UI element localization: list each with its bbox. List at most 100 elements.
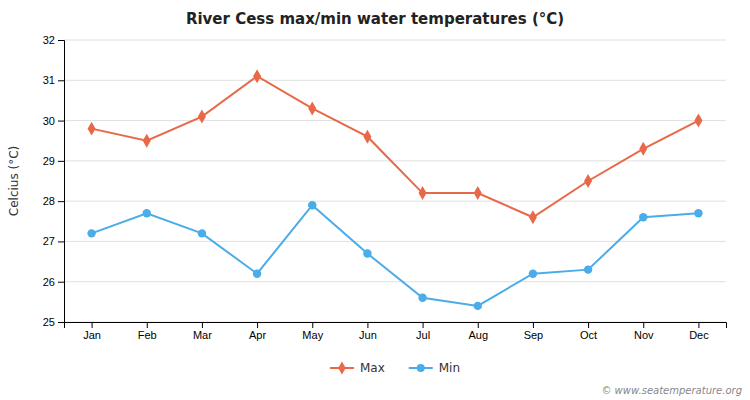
series-point bbox=[87, 229, 95, 237]
y-tick: 27 bbox=[43, 235, 64, 247]
grid-line bbox=[64, 80, 726, 81]
chart-container: River Cess max/min water temperatures (°… bbox=[0, 0, 750, 400]
x-tick: Jan bbox=[83, 322, 101, 341]
legend: Max Min bbox=[330, 361, 460, 375]
legend-marker bbox=[338, 361, 346, 374]
series-point bbox=[584, 174, 592, 188]
x-tick-label: Aug bbox=[468, 329, 488, 341]
grid-line bbox=[64, 40, 726, 41]
x-tick-label: May bbox=[302, 329, 323, 341]
x-tick: Mar bbox=[193, 322, 212, 341]
x-tick-label: Oct bbox=[580, 329, 597, 341]
x-tick-mark bbox=[588, 322, 589, 328]
y-tick-mark bbox=[58, 201, 64, 202]
y-tick-mark bbox=[58, 80, 64, 81]
series-point bbox=[639, 213, 647, 221]
x-tick: Feb bbox=[138, 322, 157, 341]
x-axis: JanFebMarAprMayJunJulAugSepOctNovDec bbox=[65, 322, 727, 341]
y-tick-mark bbox=[58, 282, 64, 283]
series-point bbox=[198, 110, 206, 124]
x-tick-label: Nov bbox=[634, 329, 654, 341]
x-tick: Nov bbox=[634, 322, 654, 341]
legend-marker bbox=[417, 364, 425, 372]
series-point bbox=[529, 269, 537, 277]
y-tick: 30 bbox=[43, 115, 64, 127]
series-point bbox=[253, 69, 261, 83]
y-axis-line bbox=[58, 41, 65, 323]
y-tick-mark bbox=[58, 161, 64, 162]
x-tick: Jul bbox=[416, 322, 430, 341]
y-tick-label: 25 bbox=[43, 316, 55, 328]
y-axis-title: Celcius (°C) bbox=[7, 146, 21, 216]
y-tick: 29 bbox=[43, 155, 64, 167]
x-tick-mark bbox=[367, 322, 368, 328]
marks bbox=[87, 69, 702, 310]
y-tick: 25 bbox=[43, 316, 64, 328]
y-axis: 25 26 27 28 29 30 31 32 bbox=[43, 34, 65, 328]
grid-line bbox=[64, 120, 726, 121]
x-tick-mark bbox=[423, 322, 424, 328]
annotation: © www.seatemperature.org bbox=[601, 385, 742, 396]
legend-item: Min bbox=[409, 361, 460, 375]
series-point bbox=[198, 229, 206, 237]
grid bbox=[64, 40, 726, 322]
y-tick-mark bbox=[58, 241, 64, 242]
grid-line bbox=[64, 201, 726, 202]
y-tick-label: 27 bbox=[43, 235, 55, 247]
series-point bbox=[308, 201, 316, 209]
y-tick-label: 32 bbox=[43, 34, 55, 46]
x-tick-label: Dec bbox=[689, 329, 709, 341]
y-tick-mark bbox=[58, 40, 64, 41]
y-tick: 26 bbox=[43, 276, 64, 288]
x-tick: Apr bbox=[249, 322, 266, 341]
series-point bbox=[418, 294, 426, 302]
series-line bbox=[92, 76, 699, 217]
x-axis-line bbox=[65, 323, 727, 329]
x-tick-mark bbox=[312, 322, 313, 328]
y-tick-label: 29 bbox=[43, 155, 55, 167]
series-point bbox=[308, 102, 316, 116]
x-tick-label: Feb bbox=[138, 329, 157, 341]
y-tick-mark bbox=[58, 322, 64, 323]
y-tick-mark bbox=[58, 121, 64, 122]
series-point bbox=[253, 269, 261, 277]
series bbox=[87, 201, 702, 310]
x-tick-mark bbox=[478, 322, 479, 328]
x-tick-mark bbox=[643, 322, 644, 328]
grid-line bbox=[64, 241, 726, 242]
series-point bbox=[143, 134, 151, 148]
chart-svg: River Cess max/min water temperatures (°… bbox=[0, 0, 750, 400]
x-tick: Dec bbox=[689, 322, 709, 341]
y-tick-label: 26 bbox=[43, 276, 55, 288]
x-tick-label: Apr bbox=[249, 329, 266, 341]
legend-item: Max bbox=[330, 361, 385, 375]
x-tick: Aug bbox=[468, 322, 488, 341]
series-point bbox=[694, 209, 702, 217]
legend-label: Min bbox=[439, 361, 460, 375]
x-tick-label: Jan bbox=[83, 329, 101, 341]
series-point bbox=[639, 142, 647, 156]
x-tick-label: Jul bbox=[416, 329, 430, 341]
plot-area: JanFebMarAprMayJunJulAugSepOctNovDec2526… bbox=[43, 34, 727, 341]
series-point bbox=[419, 186, 427, 200]
chart-title: River Cess max/min water temperatures (°… bbox=[186, 10, 564, 28]
x-tick-mark bbox=[147, 322, 148, 328]
series-point bbox=[143, 209, 151, 217]
grid-line bbox=[64, 281, 726, 282]
x-tick: May bbox=[302, 322, 323, 341]
x-tick-label: Mar bbox=[193, 329, 212, 341]
x-tick-mark bbox=[533, 322, 534, 328]
y-tick-label: 28 bbox=[43, 195, 55, 207]
x-tick-mark bbox=[202, 322, 203, 328]
series-point bbox=[363, 249, 371, 257]
series-point bbox=[363, 130, 371, 144]
x-tick: Oct bbox=[580, 322, 597, 341]
series-point bbox=[474, 186, 482, 200]
series-point bbox=[474, 302, 482, 310]
series-point bbox=[529, 210, 537, 224]
y-tick-label: 31 bbox=[43, 74, 55, 86]
x-tick-mark bbox=[257, 322, 258, 328]
series-point bbox=[584, 265, 592, 273]
y-tick: 32 bbox=[43, 34, 64, 46]
x-tick-label: Jun bbox=[359, 329, 377, 341]
